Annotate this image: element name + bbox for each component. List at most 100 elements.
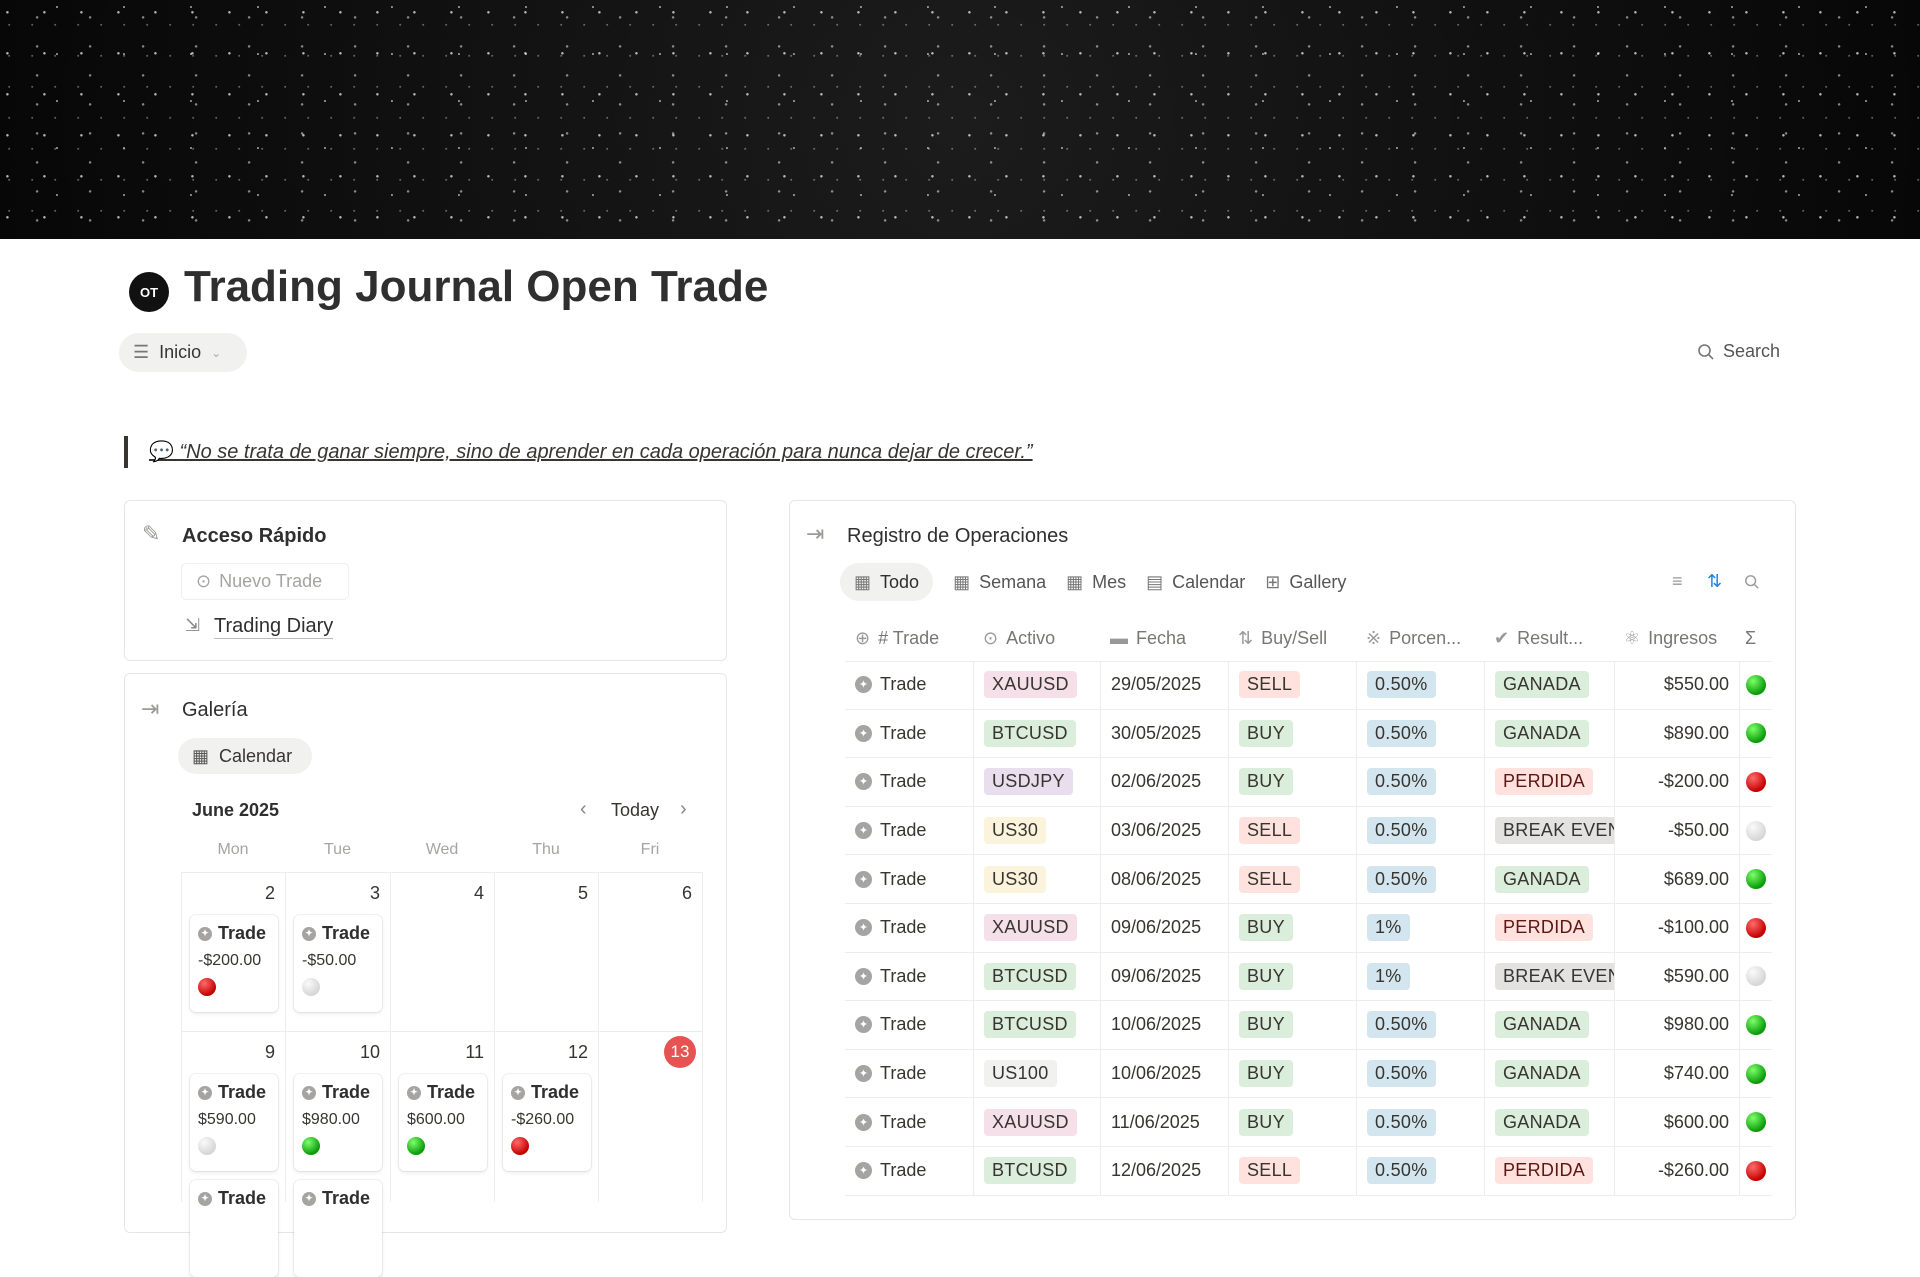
date: 02/06/2025	[1111, 771, 1202, 792]
quote-bar	[124, 436, 128, 468]
percentage-tag: 0.50%	[1367, 1108, 1436, 1136]
tab-mes[interactable]: ▦ Mes	[1066, 563, 1126, 601]
trade-name[interactable]: Trade	[880, 820, 927, 841]
trade-name[interactable]: Trade	[880, 1063, 927, 1084]
filter-icon[interactable]: ≡	[1672, 571, 1683, 591]
side-cell: BUY	[1228, 1098, 1356, 1146]
table-row[interactable]: ✦ Trade USDJPY 02/06/2025 BUY 0.50% PERDIDA -$2…	[845, 758, 1772, 807]
table-row[interactable]: ✦ Trade XAUUSD 09/06/2025 BUY 1% PERDIDA -$100.…	[845, 904, 1772, 953]
trade-name[interactable]: Trade	[880, 1014, 927, 1035]
today-button[interactable]: Today	[611, 800, 660, 820]
calendar-entry-card[interactable]: ✦ Trade -$50.00	[294, 915, 382, 1012]
column-header[interactable]: ⊕ # Trade	[855, 622, 973, 654]
table-row[interactable]: ✦ Trade BTCUSD 10/06/2025 BUY 0.50% GANADA $980…	[845, 1001, 1772, 1050]
tab-gallery[interactable]: ⊞ Gallery	[1265, 563, 1346, 601]
calendar-entry-card[interactable]: ✦ Trade -$260.00	[503, 1074, 591, 1171]
table-row[interactable]: ✦ Trade US30 03/06/2025 SELL 0.50% BREAK EVEN -…	[845, 806, 1772, 856]
percentage-tag: 1%	[1367, 962, 1410, 990]
column-header[interactable]: ⚛ Ingresos	[1624, 622, 1739, 654]
status-dot	[1746, 771, 1766, 792]
percentage-tag: 0.50%	[1367, 671, 1436, 699]
nav-label: Inicio	[159, 342, 202, 362]
trade-name-cell: ✦ Trade	[845, 710, 973, 758]
calendar-day-number: 5	[577, 883, 588, 903]
speech-bubble-icon: 💬	[149, 441, 180, 463]
trading-diary-link[interactable]: Trading Diary	[214, 615, 334, 639]
side-tag: BUY	[1239, 719, 1293, 747]
status-dot	[198, 978, 216, 996]
column-header[interactable]: ✔ Result...	[1494, 622, 1614, 654]
date-cell: 03/06/2025	[1100, 806, 1228, 855]
calendar-entry-card[interactable]: ✦ Trade	[190, 1180, 278, 1277]
calendar-icon: ▬	[1110, 627, 1128, 648]
calendar-entry-card[interactable]: ✦ Trade $980.00	[294, 1074, 382, 1171]
percentage-cell: 0.50%	[1356, 1049, 1484, 1098]
entry-value: $980.00	[302, 1111, 360, 1128]
column-header[interactable]: ⊙ Activo	[983, 622, 1100, 654]
column-header[interactable]: ▬ Fecha	[1110, 622, 1228, 654]
status-dot	[1746, 1112, 1766, 1133]
table-row[interactable]: ✦ Trade US30 08/06/2025 SELL 0.50% GANADA $689.…	[845, 855, 1772, 904]
table-row[interactable]: ✦ Trade US100 10/06/2025 BUY 0.50% GANADA $740.…	[845, 1049, 1772, 1099]
calendar-line	[598, 872, 599, 1202]
asset-cell: BTCUSD	[973, 1147, 1100, 1195]
income: $590.00	[1663, 965, 1729, 986]
search-icon	[1698, 343, 1714, 360]
percentage-tag: 1%	[1367, 914, 1410, 942]
quick-access-panel	[124, 500, 727, 661]
tab-todo[interactable]: ▦ Todo	[840, 563, 934, 601]
nav-inicio-dropdown[interactable]: ☰ Inicio ⌄	[119, 333, 247, 372]
table-row[interactable]: ✦ Trade XAUUSD 29/05/2025 SELL 0.50% GANADA $55…	[845, 661, 1772, 710]
trade-name[interactable]: Trade	[880, 771, 927, 792]
asset-tag: US100	[984, 1060, 1057, 1088]
trade-name-cell: ✦ Trade	[845, 1147, 973, 1195]
trade-name[interactable]: Trade	[880, 674, 927, 695]
calendar-view-tab[interactable]: ▦ Calendar	[178, 738, 312, 774]
weekday-label: Wed	[425, 841, 459, 858]
table-search-icon[interactable]	[1744, 574, 1760, 595]
income: -$100.00	[1657, 917, 1729, 938]
calendar-entry-card[interactable]: ✦ Trade $590.00	[190, 1074, 278, 1171]
gallery-icon: ⊞	[1265, 571, 1281, 592]
table-row[interactable]: ✦ Trade BTCUSD 30/05/2025 BUY 0.50% GANADA $890…	[845, 709, 1772, 759]
table-row[interactable]: ✦ Trade BTCUSD 12/06/2025 SELL 0.50% PERDIDA -$…	[845, 1147, 1772, 1196]
calendar-day-number: 12	[567, 1042, 588, 1062]
calendar-entry-card[interactable]: ✦ Trade -$200.00	[190, 915, 278, 1012]
column-header[interactable]: ⇅ Buy/Sell	[1238, 622, 1356, 654]
date-cell: 10/06/2025	[1100, 1049, 1228, 1098]
asset-tag: BTCUSD	[984, 719, 1076, 747]
trade-name[interactable]: Trade	[880, 1111, 927, 1132]
tab-calendar[interactable]: ▤ Calendar	[1146, 563, 1245, 601]
tab-semana[interactable]: ▦ Semana	[953, 563, 1046, 601]
calendar-entry-card[interactable]: ✦ Trade	[294, 1180, 382, 1277]
search-button[interactable]: Search	[1697, 341, 1780, 362]
new-trade-label: Nuevo Trade	[219, 571, 323, 591]
column-header[interactable]: Σ	[1745, 622, 1768, 654]
column-header[interactable]: ※ Porcen...	[1366, 622, 1484, 654]
side-tag: SELL	[1239, 671, 1301, 699]
table-row[interactable]: ✦ Trade XAUUSD 11/06/2025 BUY 0.50% GANADA $600…	[845, 1098, 1772, 1147]
prev-month-button[interactable]: ‹	[580, 798, 587, 820]
trade-name[interactable]: Trade	[880, 722, 927, 743]
trade-name[interactable]: Trade	[880, 965, 927, 986]
status-dot	[302, 1137, 320, 1155]
asset-tag: XAUUSD	[984, 914, 1077, 942]
entry-value: -$260.00	[511, 1111, 575, 1128]
sort-icon[interactable]: ⇅	[1707, 571, 1723, 591]
side-tag: BUY	[1239, 1108, 1293, 1136]
trade-name[interactable]: Trade	[880, 1160, 927, 1181]
new-trade-button[interactable]: ⊙ Nuevo Trade	[181, 563, 349, 600]
next-month-button[interactable]: ›	[680, 798, 687, 820]
percentage-tag: 0.50%	[1367, 768, 1436, 796]
date: 29/05/2025	[1111, 674, 1202, 695]
table-row[interactable]: ✦ Trade BTCUSD 09/06/2025 BUY 1% BREAK EVEN $59…	[845, 952, 1772, 1002]
trade-icon: ✦	[855, 822, 872, 840]
tab-label: Gallery	[1289, 571, 1347, 592]
table-icon: ▦	[854, 571, 872, 592]
quote[interactable]: 💬 “No se trata de ganar siempre, sino de…	[149, 439, 1033, 464]
status-cell	[1739, 1049, 1772, 1098]
trade-name[interactable]: Trade	[880, 868, 927, 889]
calendar-entry-card[interactable]: ✦ Trade $600.00	[399, 1074, 487, 1171]
trade-name[interactable]: Trade	[880, 917, 927, 938]
income: $689.00	[1663, 868, 1729, 889]
